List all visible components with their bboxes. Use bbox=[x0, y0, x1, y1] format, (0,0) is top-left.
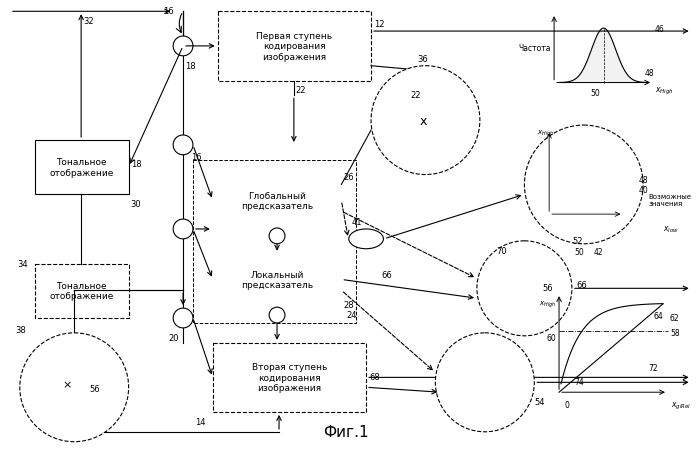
Circle shape bbox=[269, 308, 285, 323]
FancyBboxPatch shape bbox=[43, 366, 92, 403]
Text: 30: 30 bbox=[131, 200, 141, 209]
Text: $x_{glRel}$: $x_{glRel}$ bbox=[671, 400, 691, 411]
Text: Тональное
отображение: Тональное отображение bbox=[50, 281, 114, 301]
Text: 74: 74 bbox=[574, 377, 584, 387]
Text: 46: 46 bbox=[655, 24, 665, 33]
Circle shape bbox=[435, 333, 534, 432]
Text: 18: 18 bbox=[131, 159, 141, 168]
FancyBboxPatch shape bbox=[212, 175, 341, 226]
Text: 41: 41 bbox=[352, 217, 362, 226]
Text: Локальный
предсказатель: Локальный предсказатель bbox=[241, 270, 313, 290]
Text: 68: 68 bbox=[369, 373, 380, 382]
Text: x: x bbox=[420, 115, 427, 127]
Circle shape bbox=[173, 136, 193, 156]
Text: 32: 32 bbox=[83, 17, 94, 26]
Text: Частота: Частота bbox=[519, 44, 551, 53]
Text: 22: 22 bbox=[296, 86, 306, 95]
Text: 50: 50 bbox=[591, 89, 600, 98]
Circle shape bbox=[20, 333, 129, 442]
FancyBboxPatch shape bbox=[398, 103, 449, 138]
FancyBboxPatch shape bbox=[35, 141, 129, 195]
Circle shape bbox=[477, 241, 572, 336]
Circle shape bbox=[173, 308, 193, 328]
Circle shape bbox=[173, 37, 193, 57]
Text: 36: 36 bbox=[417, 55, 428, 64]
Text: Глобальный
предсказатель: Глобальный предсказатель bbox=[241, 191, 313, 211]
Text: 66: 66 bbox=[577, 281, 588, 290]
Ellipse shape bbox=[349, 230, 384, 249]
Text: 48: 48 bbox=[645, 69, 655, 78]
Text: 44: 44 bbox=[522, 248, 532, 257]
Text: 40: 40 bbox=[638, 185, 648, 194]
Text: 28: 28 bbox=[343, 300, 354, 309]
Text: 16: 16 bbox=[164, 7, 174, 16]
Text: 50: 50 bbox=[574, 248, 584, 257]
Text: Фиг.1: Фиг.1 bbox=[324, 424, 369, 439]
Text: 14: 14 bbox=[195, 417, 206, 426]
Text: 72: 72 bbox=[648, 363, 658, 372]
Text: 20: 20 bbox=[168, 333, 179, 342]
Text: 70: 70 bbox=[497, 246, 507, 255]
FancyBboxPatch shape bbox=[493, 265, 550, 307]
FancyBboxPatch shape bbox=[217, 12, 371, 81]
Text: 66: 66 bbox=[381, 270, 391, 279]
Text: 60: 60 bbox=[547, 333, 556, 342]
Text: 22: 22 bbox=[410, 91, 421, 100]
Text: 26: 26 bbox=[343, 172, 354, 181]
FancyBboxPatch shape bbox=[35, 264, 129, 318]
Text: Возможные
значения: Возможные значения bbox=[648, 193, 691, 206]
FancyBboxPatch shape bbox=[212, 254, 341, 305]
Text: 62: 62 bbox=[670, 313, 679, 322]
Text: $x_{low}$: $x_{low}$ bbox=[663, 224, 679, 235]
FancyBboxPatch shape bbox=[193, 161, 356, 323]
Text: $x_{High}$: $x_{High}$ bbox=[538, 129, 554, 139]
Circle shape bbox=[524, 126, 643, 244]
FancyBboxPatch shape bbox=[212, 343, 366, 412]
Text: $x_{High}$: $x_{High}$ bbox=[655, 86, 674, 97]
Text: 18: 18 bbox=[185, 62, 196, 71]
Text: Вторая ступень
кодирования
изображения: Вторая ступень кодирования изображения bbox=[252, 363, 327, 392]
FancyBboxPatch shape bbox=[453, 361, 514, 404]
Text: 48: 48 bbox=[638, 175, 648, 184]
Circle shape bbox=[173, 220, 193, 239]
Text: 64: 64 bbox=[653, 311, 663, 320]
Text: 54: 54 bbox=[534, 397, 545, 406]
Text: 52: 52 bbox=[572, 236, 582, 245]
Text: 56: 56 bbox=[542, 284, 553, 293]
Text: Тональное
отображение: Тональное отображение bbox=[50, 158, 114, 177]
Text: 0: 0 bbox=[565, 400, 570, 409]
Text: 56: 56 bbox=[89, 384, 100, 393]
Text: 58: 58 bbox=[670, 328, 679, 337]
Text: 34: 34 bbox=[17, 259, 27, 268]
Text: 42: 42 bbox=[593, 248, 603, 257]
Text: 24: 24 bbox=[346, 310, 356, 319]
Text: $x_{High}$: $x_{High}$ bbox=[539, 299, 556, 309]
Text: 38: 38 bbox=[15, 325, 26, 334]
Text: Первая ступень
кодирования
изображения: Первая ступень кодирования изображения bbox=[257, 32, 333, 62]
Text: 16: 16 bbox=[191, 152, 201, 161]
Circle shape bbox=[269, 229, 285, 244]
Circle shape bbox=[371, 67, 480, 175]
Text: ×: × bbox=[63, 379, 72, 389]
Text: 12: 12 bbox=[374, 20, 384, 29]
